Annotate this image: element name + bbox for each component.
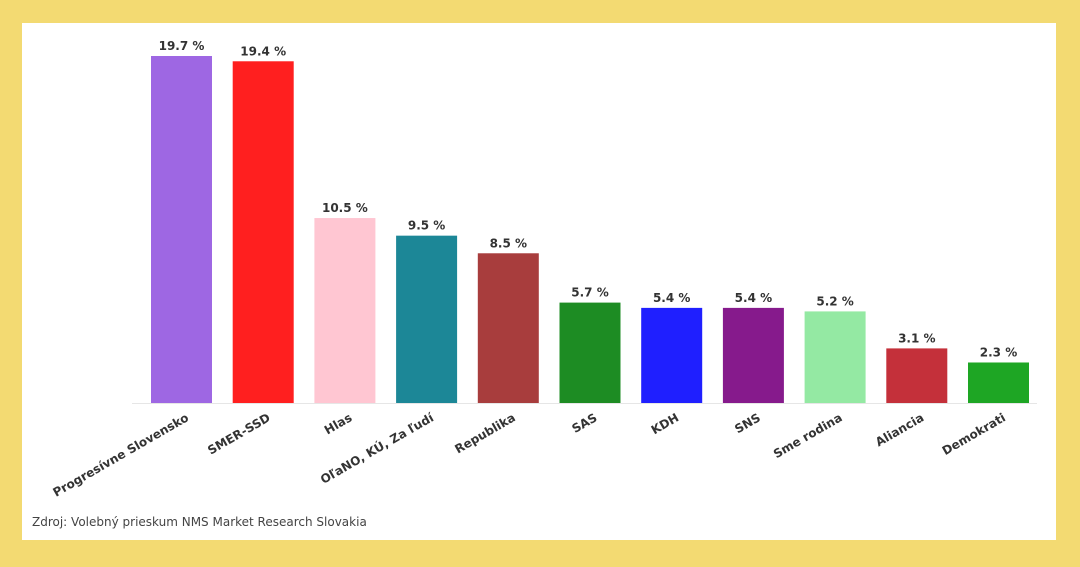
bar[interactable] xyxy=(641,307,703,403)
bar-chart: 19.7 % Progresívne Slovensko 19.4 % SMER-SS… xyxy=(51,39,1037,500)
bar[interactable] xyxy=(804,311,866,403)
bar-value-label: 5.7 % xyxy=(571,286,608,300)
category-label: SAS xyxy=(569,410,599,435)
bar-value-label: 5.4 % xyxy=(653,291,690,305)
bar-value-label: 9.5 % xyxy=(408,219,445,233)
bar[interactable] xyxy=(151,56,212,403)
category-label: Sme rodina xyxy=(771,410,845,461)
bar-value-label: 19.7 % xyxy=(159,39,205,53)
bar-value-label: 5.4 % xyxy=(735,291,772,305)
bar-value-label: 3.1 % xyxy=(898,331,935,345)
chart-card: 19.7 % Progresívne Slovensko 19.4 % SMER-SS… xyxy=(22,23,1056,540)
bar[interactable] xyxy=(396,235,458,403)
bar-value-label: 5.2 % xyxy=(816,294,853,308)
category-label: Republika xyxy=(452,410,517,456)
category-label: Hlas xyxy=(322,410,354,437)
bar-value-label: 2.3 % xyxy=(980,345,1017,359)
category-label: Aliancia xyxy=(873,410,926,449)
bar-value-label: 19.4 % xyxy=(240,44,286,58)
category-label: SNS xyxy=(732,410,763,436)
category-label: KDH xyxy=(649,410,681,437)
bar[interactable] xyxy=(477,253,539,403)
bar[interactable] xyxy=(968,362,1029,403)
bar[interactable] xyxy=(559,302,621,403)
bar[interactable] xyxy=(886,348,948,403)
category-label: Demokrati xyxy=(940,410,1008,457)
bar-value-label: 8.5 % xyxy=(490,236,527,250)
bar[interactable] xyxy=(232,61,294,403)
bar[interactable] xyxy=(722,307,784,403)
category-label: Progresívne Slovensko xyxy=(51,410,191,499)
bar[interactable] xyxy=(314,218,376,403)
bar-value-label: 10.5 % xyxy=(322,201,368,215)
source-note: Zdroj: Volebný prieskum NMS Market Resea… xyxy=(32,515,367,529)
category-label: SMER-SSD xyxy=(205,410,272,457)
